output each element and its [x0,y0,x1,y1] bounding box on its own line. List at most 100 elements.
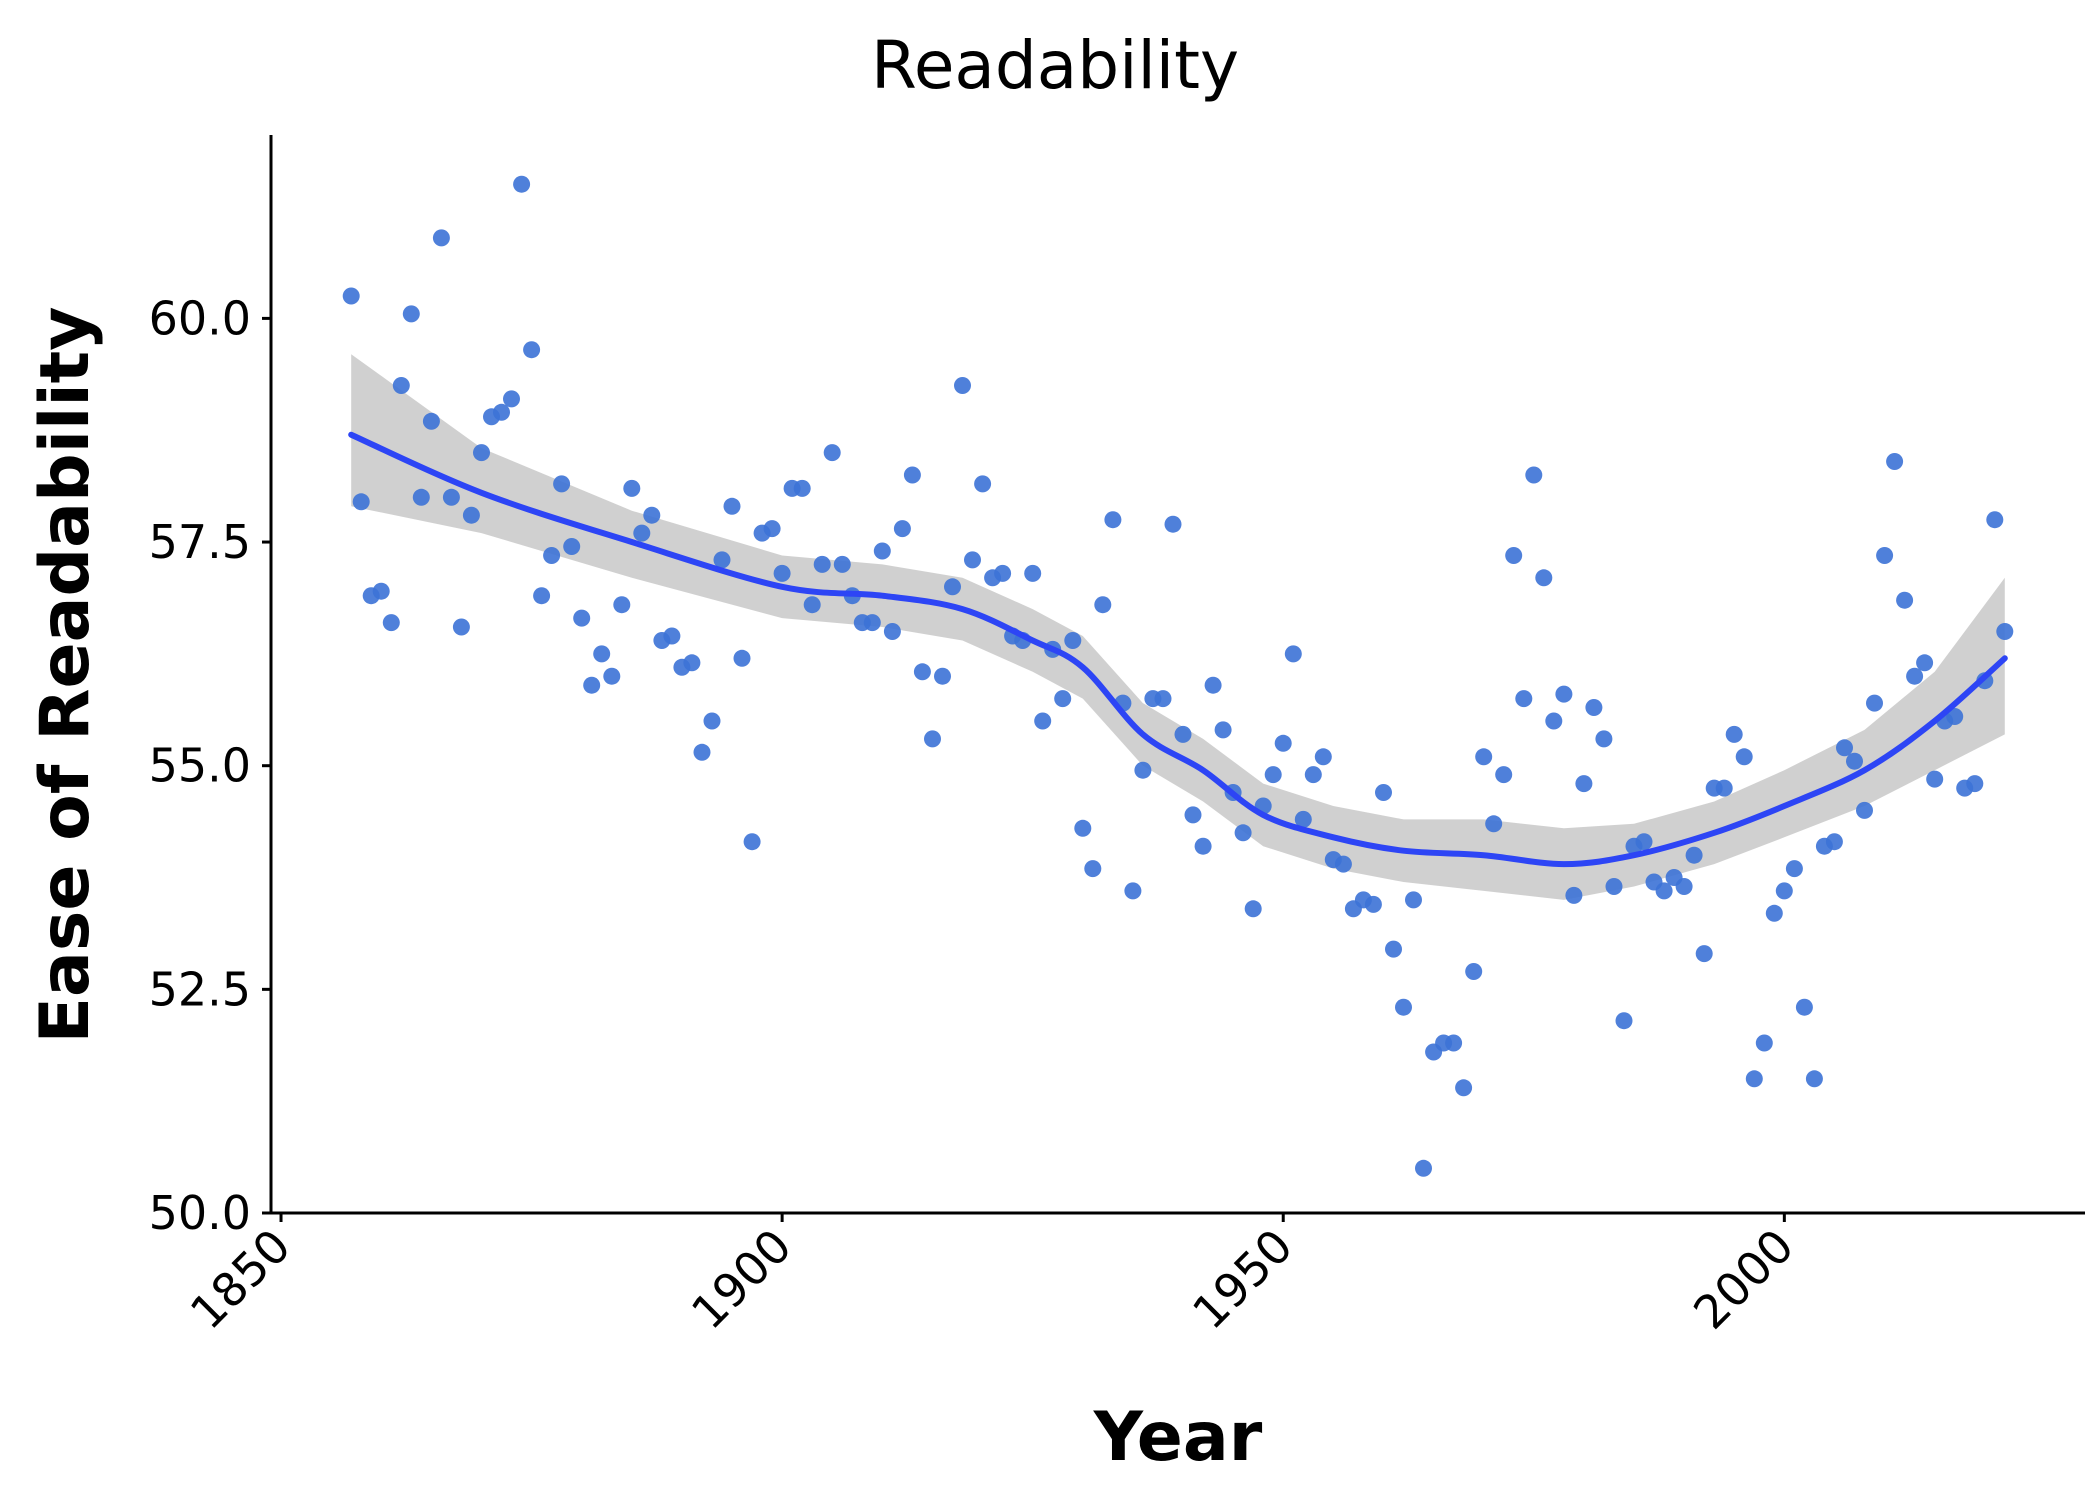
data-point [442,488,460,506]
data-point [1575,775,1593,793]
data-point [1194,837,1212,855]
data-point [723,497,741,515]
data-point [1405,891,1422,909]
data-point [1395,998,1412,1016]
data-point [1244,900,1262,918]
x-axis-title: Year [1093,1398,1263,1477]
data-point [883,623,901,640]
data-point [813,555,831,573]
data-point [382,614,400,632]
data-point [633,524,651,542]
data-point [503,390,520,408]
data-point [533,587,551,605]
data-point [1876,547,1894,564]
data-point [1896,591,1914,609]
data-point [1986,511,2004,529]
y-tick-label: 57.5 [149,515,251,569]
data-point [402,305,420,323]
y-tick-label: 55.0 [149,739,251,793]
data-point [643,506,661,524]
data-point [1685,846,1703,864]
data-point [913,663,931,681]
data-point [1795,998,1813,1016]
data-point [1485,815,1503,833]
data-point [1886,453,1904,470]
data-point [1154,690,1172,708]
data-point [803,596,821,614]
data-point [1856,801,1873,819]
data-point [994,564,1012,582]
data-point [1505,547,1523,564]
data-point [553,475,571,493]
data-point [1214,721,1232,739]
data-point [1415,1159,1432,1177]
data-point [663,627,681,645]
data-point [1184,806,1202,824]
data-point [1084,860,1102,878]
data-point [392,377,410,394]
x-axis-ticks: 1850 1900 1950 2000 [180,1213,1804,1340]
data-point [1785,860,1803,878]
scatter-points-layer [342,175,2014,1177]
data-point [1735,748,1753,766]
data-point [1495,766,1513,784]
data-point [1866,694,1883,712]
data-point [1294,810,1312,828]
data-point [1906,667,1924,685]
data-point [513,175,531,193]
data-point [903,466,921,484]
data-point [1234,824,1252,842]
data-point [452,618,470,636]
data-point [1675,878,1693,895]
data-point [1465,963,1483,980]
data-point [1605,878,1623,895]
data-point [1765,904,1783,922]
data-point [623,479,641,497]
y-axis-ticks: 50.0 52.5 55.0 57.5 60.0 [149,291,271,1240]
data-point [563,538,581,555]
data-point [1334,855,1352,873]
data-point [583,676,601,694]
data-point [412,488,430,506]
data-point [493,403,510,421]
data-point [1364,895,1382,913]
data-point [1585,699,1603,716]
data-point [1996,623,2014,640]
data-point [1946,708,1964,725]
data-point [1054,690,1072,708]
data-point [743,833,761,851]
data-point [1455,1079,1473,1097]
data-point [1104,511,1122,529]
y-tick-label: 60.0 [149,291,251,345]
data-point [1836,739,1853,757]
chart-title: Readability [871,27,1239,104]
data-point [1204,676,1222,694]
data-point [1375,784,1392,801]
data-point [1284,645,1302,663]
data-point [1074,819,1092,837]
data-point [1385,940,1402,958]
data-point [964,551,981,569]
data-point [593,645,611,663]
data-point [863,614,881,632]
data-point [1916,654,1934,672]
data-point [432,229,450,247]
data-point [1715,779,1733,797]
data-point [823,444,841,462]
data-point [543,547,561,564]
data-point [613,596,631,614]
data-point [352,493,370,511]
data-point [1695,945,1713,963]
data-point [1264,766,1282,784]
x-tick-label: 1950 [1182,1219,1303,1340]
data-point [1034,712,1052,730]
data-point [1555,685,1573,703]
data-point [1525,466,1543,484]
data-point [1024,564,1042,582]
data-point [1164,515,1182,533]
data-point [1515,690,1533,708]
data-point [1635,833,1653,851]
data-point [1535,569,1553,587]
data-point [1846,752,1863,770]
